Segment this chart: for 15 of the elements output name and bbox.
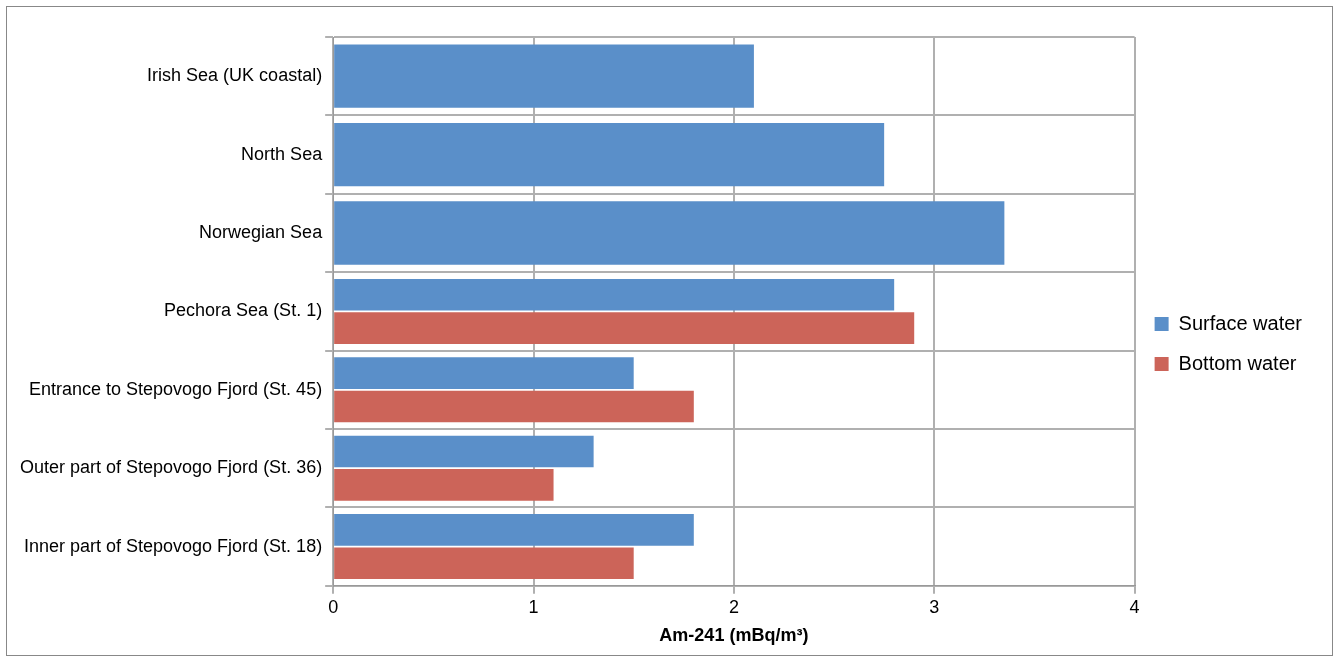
y-tick-label: Inner part of Stepovogo Fjord (St. 18)	[23, 535, 323, 556]
x-tick-label: 0	[328, 596, 339, 617]
y-tick-label: Outer part of Stepovogo Fjord (St. 36)	[19, 457, 323, 478]
x-axis-title: Am-241 (mBq/m³)	[659, 625, 809, 646]
y-tick-label: Irish Sea (UK coastal)	[147, 65, 323, 86]
y-tick-label: Pechora Sea (St. 1)	[164, 300, 323, 321]
y-tick-label: Norwegian Sea	[199, 221, 324, 242]
x-tick-label: 3	[929, 596, 940, 617]
y-tick-label: North Sea	[241, 143, 324, 164]
y-tick-label: Entrance to Stepovogo Fjord (St. 45)	[28, 378, 323, 399]
legend-label: Bottom water	[1178, 351, 1297, 374]
legend-label: Surface water	[1178, 311, 1303, 334]
x-tick-label: 2	[728, 596, 739, 617]
x-tick-label: 4	[1129, 596, 1140, 617]
x-tick-label: 1	[528, 596, 539, 617]
